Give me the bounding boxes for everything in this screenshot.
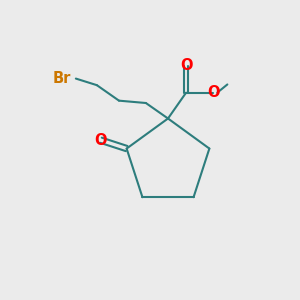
Text: O: O [180, 58, 192, 73]
Text: O: O [207, 85, 219, 100]
Text: Br: Br [52, 71, 71, 86]
Text: O: O [95, 133, 107, 148]
